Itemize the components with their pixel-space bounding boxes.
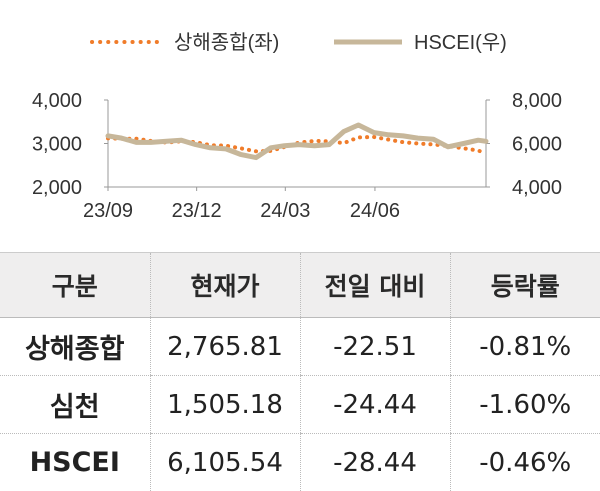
y-right-tick-label: 4,000 <box>512 177 562 199</box>
row-current-price: 6,105.54 <box>150 434 300 491</box>
x-tick-label: 23/09 <box>83 200 133 222</box>
row-name: 상해종합 <box>0 318 150 376</box>
table-row: 심천 1,505.18 -24.44 -1.60% <box>0 376 600 434</box>
y-left-tick-label: 3,000 <box>32 134 82 156</box>
header-category: 구분 <box>0 253 150 318</box>
header-daily-change: 전일 대비 <box>300 253 450 318</box>
table-row: 상해종합 2,765.81 -22.51 -0.81% <box>0 318 600 376</box>
legend-label-hscei: HSCEI(우) <box>414 32 507 54</box>
x-tick-label: 24/03 <box>260 200 310 222</box>
x-tick-label: 23/12 <box>172 200 222 222</box>
header-current-price: 현재가 <box>150 253 300 318</box>
table-row: HSCEI 6,105.54 -28.44 -0.46% <box>0 434 600 491</box>
table-header-row: 구분 현재가 전일 대비 등락률 <box>0 253 600 318</box>
header-change-rate: 등락률 <box>450 253 600 318</box>
y-right-tick-label: 8,000 <box>512 90 562 112</box>
row-daily-change: -22.51 <box>300 318 450 376</box>
index-line-chart: 2,000 3,000 4,000 4,000 6,000 8,000 23/09 23/12… <box>0 0 600 252</box>
y-left-tick-label: 2,000 <box>32 177 82 199</box>
row-daily-change: -24.44 <box>300 376 450 434</box>
row-change-rate: -0.46% <box>450 434 600 491</box>
y-right-tick-label: 6,000 <box>512 134 562 156</box>
y-left-tick-label: 4,000 <box>32 90 82 112</box>
row-current-price: 1,505.18 <box>150 376 300 434</box>
row-current-price: 2,765.81 <box>150 318 300 376</box>
x-tick-label: 24/06 <box>350 200 400 222</box>
row-daily-change: -28.44 <box>300 434 450 491</box>
row-change-rate: -1.60% <box>450 376 600 434</box>
row-name: 심천 <box>0 376 150 434</box>
index-quote-table: 구분 현재가 전일 대비 등락률 상해종합 2,765.81 -22.51 -0… <box>0 252 600 491</box>
legend-label-shanghai: 상해종합(좌) <box>174 31 279 54</box>
row-change-rate: -0.81% <box>450 318 600 376</box>
row-name: HSCEI <box>0 434 150 491</box>
